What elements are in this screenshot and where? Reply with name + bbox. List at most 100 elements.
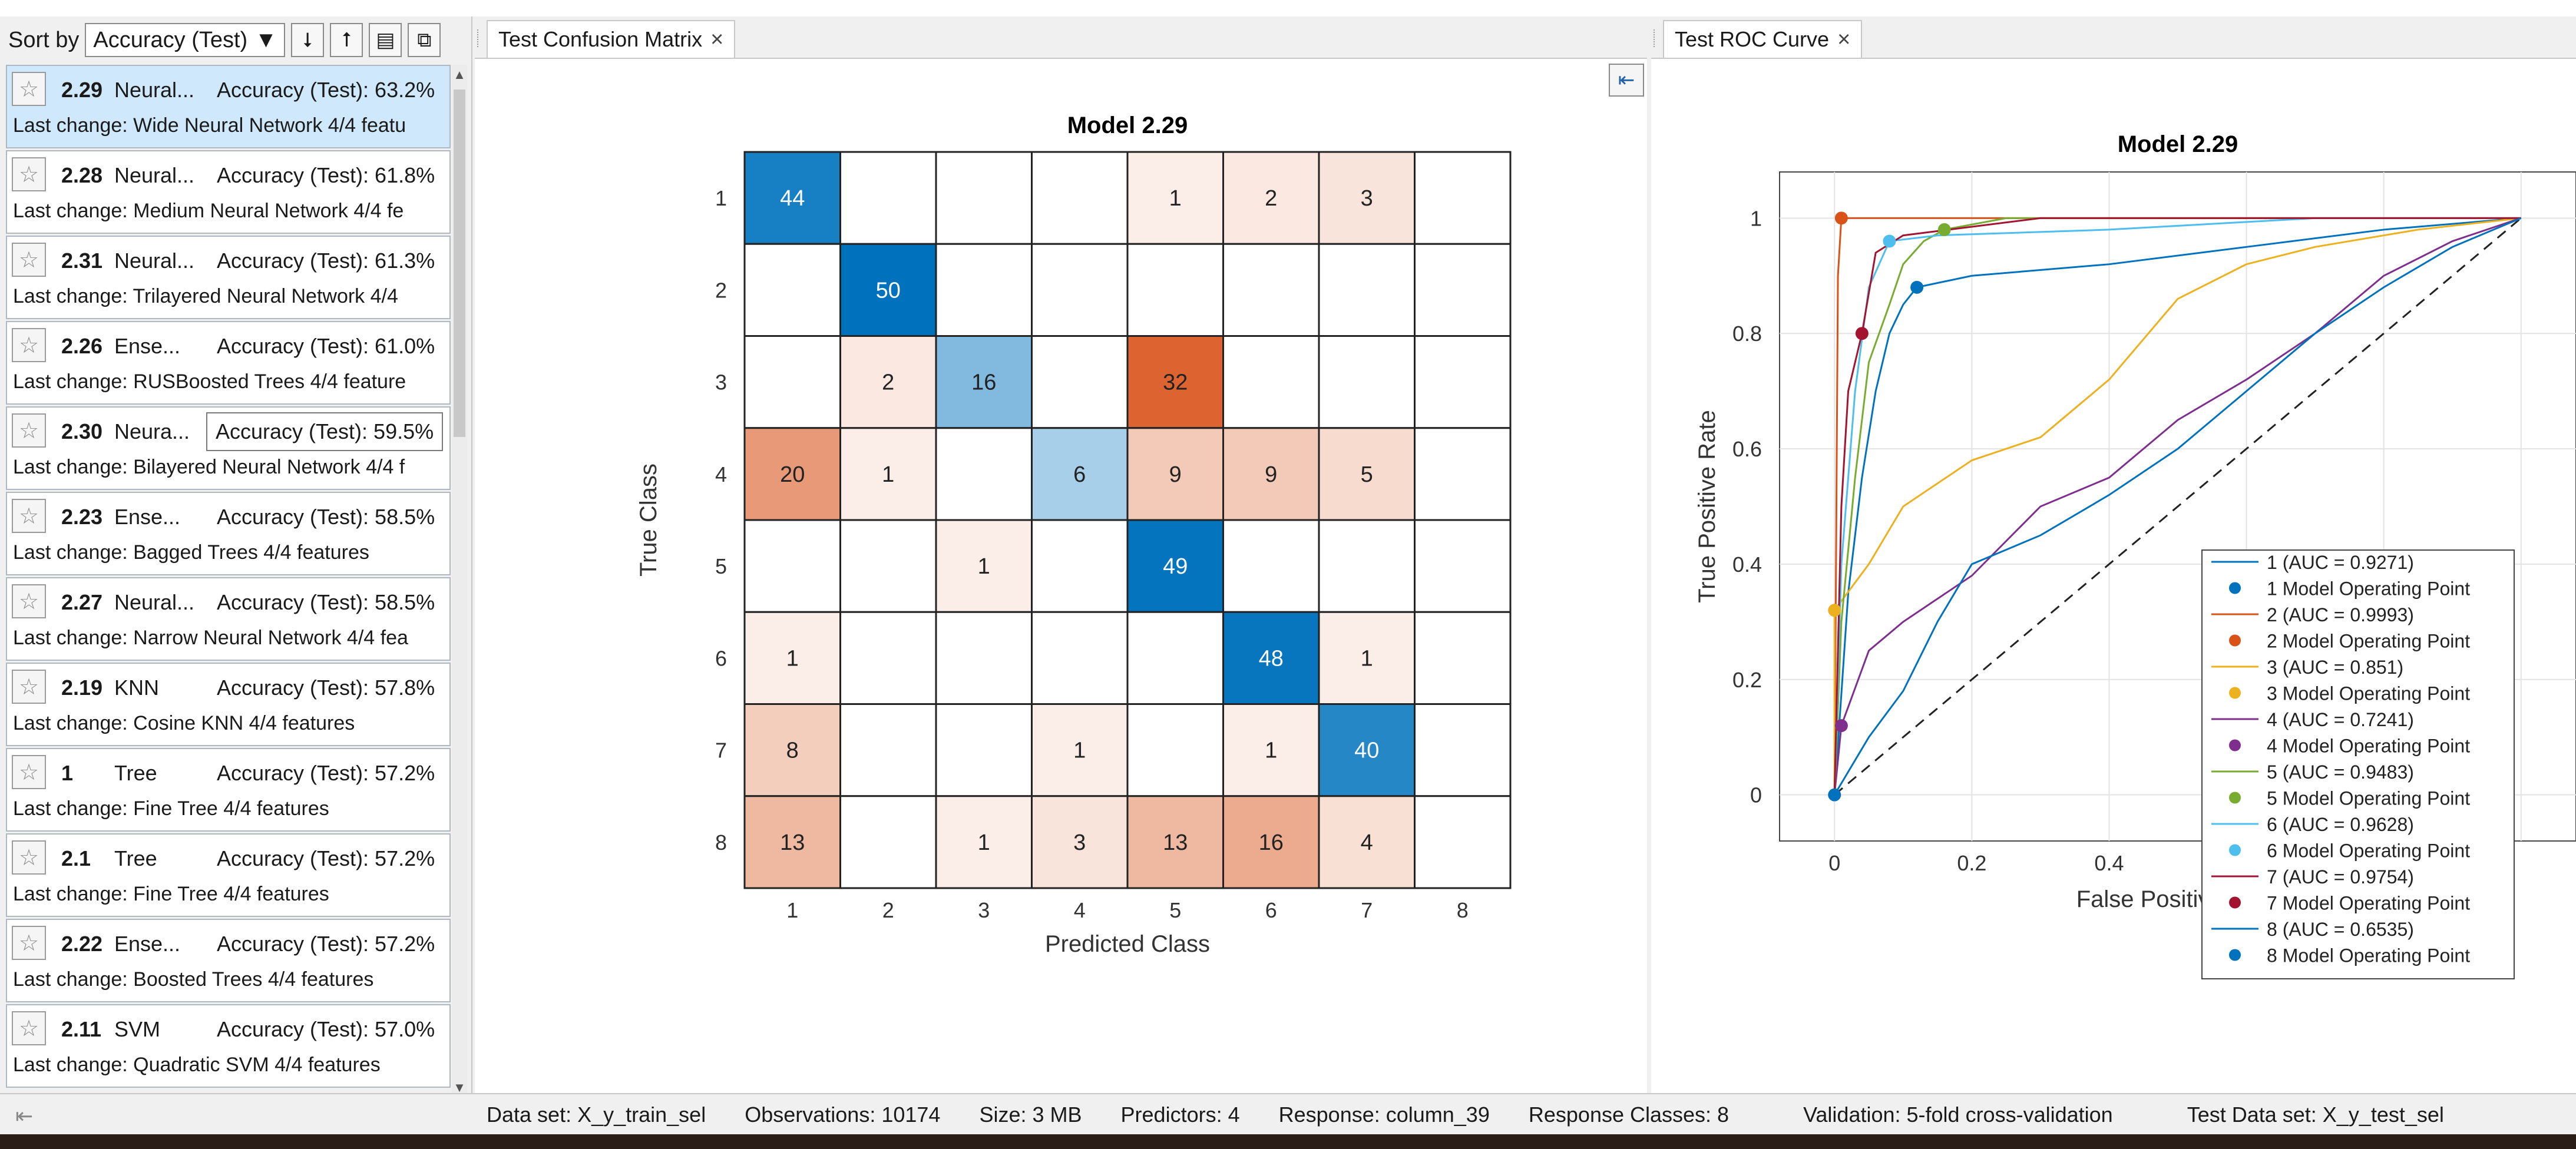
cm-cell bbox=[1318, 335, 1416, 429]
model-last-change: Last change: Narrow Neural Network 4/4 f… bbox=[13, 627, 408, 649]
cm-cell bbox=[743, 611, 841, 705]
star-icon[interactable]: ☆ bbox=[12, 670, 46, 704]
close-icon[interactable]: × bbox=[1837, 27, 1851, 52]
roc-operating-point bbox=[1883, 234, 1896, 248]
roc-ytick-label: 0.2 bbox=[1732, 668, 1762, 692]
model-list-scrollbar[interactable]: ▲ ▼ bbox=[452, 65, 467, 1100]
sort-descending-button[interactable]: ⭣ bbox=[291, 23, 325, 57]
model-type: KNN bbox=[114, 676, 160, 700]
star-icon[interactable]: ☆ bbox=[12, 926, 46, 960]
model-card[interactable]: ☆ 2.31 Neural... Accuracy (Test): 61.3% Last… bbox=[6, 236, 451, 319]
roc-legend-label: 5 Model Operating Point bbox=[2267, 788, 2470, 809]
cm-cell bbox=[839, 151, 937, 245]
model-card[interactable]: ☆ 2.19 KNN Accuracy (Test): 57.8% Last chang… bbox=[6, 663, 451, 746]
cm-cell bbox=[1031, 519, 1129, 613]
cm-cell bbox=[1222, 335, 1320, 429]
roc-legend-label: 4 (AUC = 0.7241) bbox=[2267, 709, 2414, 730]
model-card[interactable]: ☆ 2.11 SVM Accuracy (Test): 57.0% Last chang… bbox=[6, 1004, 451, 1088]
cm-xlabel: Predicted Class bbox=[1045, 931, 1210, 957]
tab-test-confusion-matrix[interactable]: Test Confusion Matrix × bbox=[487, 20, 736, 58]
roc-legend-label: 5 (AUC = 0.9483) bbox=[2267, 761, 2414, 783]
cm-cell-value: 13 bbox=[780, 830, 805, 855]
tab-test-roc-curve[interactable]: Test ROC Curve × bbox=[1663, 20, 1863, 58]
model-card[interactable]: ☆ 2.26 Ense... Accuracy (Test): 61.0% Last c… bbox=[6, 321, 451, 405]
grip-icon[interactable] bbox=[477, 29, 483, 47]
model-card[interactable]: ☆ 2.28 Neural... Accuracy (Test): 61.8% Last… bbox=[6, 150, 451, 234]
star-icon[interactable]: ☆ bbox=[12, 499, 46, 533]
star-icon[interactable]: ☆ bbox=[12, 243, 46, 277]
sort-by-dropdown[interactable]: Accuracy (Test) ▼ bbox=[85, 23, 286, 57]
roc-legend-marker bbox=[2229, 739, 2241, 751]
cm-xtick-label: 7 bbox=[1361, 898, 1373, 922]
model-accuracy: Accuracy (Test): 57.0% bbox=[217, 1017, 435, 1041]
star-icon[interactable]: ☆ bbox=[12, 840, 46, 875]
cm-cell bbox=[839, 703, 937, 797]
status-dataset: Data set: X_y_train_sel bbox=[487, 1102, 706, 1127]
scroll-down-icon[interactable]: ▼ bbox=[453, 1080, 466, 1095]
cm-cell bbox=[1222, 611, 1320, 705]
model-card[interactable]: ☆ 2.22 Ense... Accuracy (Test): 57.2% Last c… bbox=[6, 919, 451, 1002]
star-icon[interactable]: ☆ bbox=[12, 1011, 46, 1045]
model-accuracy: Accuracy (Test): 58.5% bbox=[217, 590, 435, 614]
model-card[interactable]: ☆ 2.23 Ense... Accuracy (Test): 58.5% Last c… bbox=[6, 492, 451, 575]
cm-cell-value: 9 bbox=[1169, 462, 1182, 487]
model-card[interactable]: ☆ 2.29 Neural... Accuracy (Test): 63.2% Last… bbox=[6, 65, 451, 148]
arrow-down-icon: ⭣ bbox=[303, 28, 313, 51]
cm-cell-value: 3 bbox=[1073, 830, 1086, 855]
sort-ascending-button[interactable]: ⭡ bbox=[330, 23, 363, 57]
cm-cell bbox=[743, 519, 841, 613]
status-predictors: Predictors: 4 bbox=[1120, 1102, 1240, 1127]
star-icon[interactable]: ☆ bbox=[12, 72, 46, 106]
cm-cell bbox=[839, 519, 937, 613]
model-card[interactable]: ☆ 1 Tree Accuracy (Test): 57.2% Last change:… bbox=[6, 748, 451, 832]
roc-operating-point bbox=[1828, 604, 1841, 617]
model-last-change: Last change: Trilayered Neural Network 4… bbox=[13, 285, 398, 307]
model-id: 2.23 bbox=[61, 505, 103, 529]
model-summary-button[interactable]: ▤ bbox=[369, 23, 402, 57]
model-last-change: Last change: RUSBoosted Trees 4/4 featur… bbox=[13, 370, 406, 393]
cm-cell bbox=[1318, 243, 1416, 337]
collapse-panel-button[interactable]: ⇤ bbox=[1609, 64, 1644, 97]
cm-xtick-label: 3 bbox=[978, 898, 990, 922]
grip-icon[interactable] bbox=[1654, 29, 1659, 47]
cm-cell-value: 1 bbox=[1265, 739, 1277, 763]
roc-legend-label: 2 (AUC = 0.9993) bbox=[2267, 604, 2414, 625]
model-id: 2.19 bbox=[61, 676, 103, 700]
cm-cell bbox=[1126, 795, 1224, 889]
star-icon[interactable]: ☆ bbox=[12, 157, 46, 191]
cm-xtick-label: 6 bbox=[1265, 898, 1277, 922]
copy-icon: ⧉ bbox=[417, 28, 432, 51]
model-card[interactable]: ☆ 2.1 Tree Accuracy (Test): 57.2% Last chang… bbox=[6, 833, 451, 917]
model-card[interactable]: ☆ 2.30 Neura... Accuracy (Test): 59.5% Last … bbox=[6, 406, 451, 490]
status-response-classes: Response Classes: 8 bbox=[1528, 1102, 1730, 1127]
cm-cell bbox=[1318, 611, 1416, 705]
model-card[interactable]: ☆ 2.27 Neural... Accuracy (Test): 58.5% Last… bbox=[6, 577, 451, 661]
cm-xtick-label: 4 bbox=[1074, 898, 1086, 922]
model-last-change: Last change: Quadratic SVM 4/4 features bbox=[13, 1054, 381, 1076]
cm-cell bbox=[1126, 335, 1224, 429]
cm-cell-value: 49 bbox=[1163, 554, 1188, 579]
duplicate-model-button[interactable]: ⧉ bbox=[408, 23, 441, 57]
scrollbar-thumb[interactable] bbox=[454, 90, 465, 437]
star-icon[interactable]: ☆ bbox=[12, 413, 46, 448]
model-id: 2.28 bbox=[61, 163, 103, 187]
close-icon[interactable]: × bbox=[710, 27, 724, 52]
roc-operating-point bbox=[1828, 788, 1841, 802]
roc-chance-line bbox=[1834, 217, 2522, 796]
star-icon[interactable]: ☆ bbox=[12, 584, 46, 618]
star-icon[interactable]: ☆ bbox=[12, 328, 46, 362]
scroll-up-icon[interactable]: ▲ bbox=[453, 67, 466, 82]
collapse-left-icon[interactable]: ⇤ bbox=[15, 1104, 34, 1128]
cm-cell-value: 1 bbox=[1169, 186, 1182, 211]
model-id: 2.29 bbox=[61, 78, 103, 102]
roc-operating-point bbox=[1834, 211, 1848, 225]
cm-ylabel: True Class bbox=[636, 463, 662, 577]
roc-operating-point bbox=[1910, 280, 1924, 294]
star-icon[interactable]: ☆ bbox=[12, 755, 46, 789]
cm-cell-value: 32 bbox=[1163, 370, 1188, 395]
roc-ytick-label: 0.4 bbox=[1732, 552, 1762, 577]
roc-title: Model 2.29 bbox=[2118, 131, 2238, 157]
cm-cell bbox=[1126, 611, 1224, 705]
cm-cell-value: 13 bbox=[1163, 830, 1188, 855]
